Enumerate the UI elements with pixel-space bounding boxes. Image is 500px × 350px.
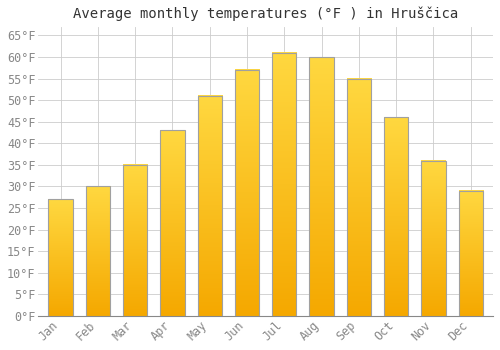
Title: Average monthly temperatures (°F ) in Hruščica: Average monthly temperatures (°F ) in Hr… bbox=[73, 7, 458, 21]
